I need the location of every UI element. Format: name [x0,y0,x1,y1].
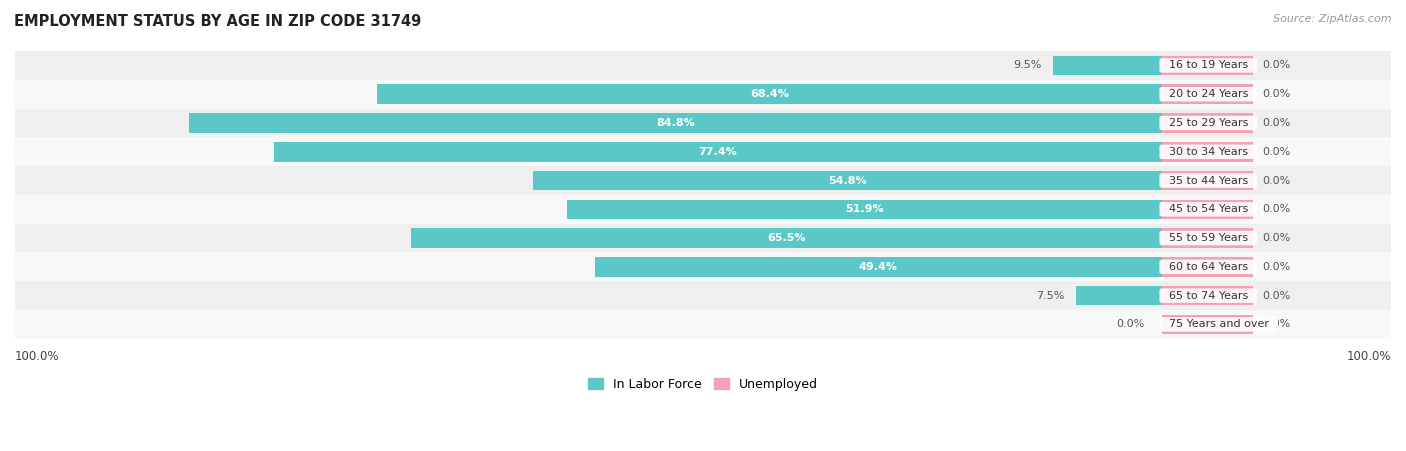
Bar [15,166,1391,195]
Bar [190,113,1161,133]
Bar [1161,286,1253,305]
Text: 45 to 54 Years: 45 to 54 Years [1161,204,1256,214]
Text: 65.5%: 65.5% [766,233,806,243]
Bar [15,310,1391,339]
Bar [1053,55,1161,75]
Bar [15,224,1391,253]
Text: 9.5%: 9.5% [1012,60,1042,70]
Text: 0.0%: 0.0% [1263,319,1291,329]
Text: 0.0%: 0.0% [1263,175,1291,185]
Text: 25 to 29 Years: 25 to 29 Years [1161,118,1256,128]
Text: 0.0%: 0.0% [1263,233,1291,243]
Bar [15,80,1391,109]
Bar [533,171,1161,190]
Text: 65 to 74 Years: 65 to 74 Years [1161,290,1256,301]
Bar [1161,171,1253,190]
Text: 60 to 64 Years: 60 to 64 Years [1161,262,1254,272]
Bar [15,281,1391,310]
Text: 49.4%: 49.4% [859,262,898,272]
Text: 84.8%: 84.8% [657,118,695,128]
Bar [1161,84,1253,104]
Text: Source: ZipAtlas.com: Source: ZipAtlas.com [1274,14,1392,23]
Bar [15,51,1391,80]
Text: 51.9%: 51.9% [845,204,883,214]
Bar [1161,315,1253,334]
Bar [15,138,1391,166]
Bar [274,142,1161,161]
Text: 75 Years and over: 75 Years and over [1161,319,1275,329]
Bar [567,199,1161,219]
Bar [15,109,1391,138]
Text: 100.0%: 100.0% [15,350,59,364]
Bar [1161,55,1253,75]
Bar [1161,199,1253,219]
Text: 0.0%: 0.0% [1263,118,1291,128]
Legend: In Labor Force, Unemployed: In Labor Force, Unemployed [583,373,823,396]
Bar [595,257,1161,276]
Bar [1161,228,1253,248]
Text: EMPLOYMENT STATUS BY AGE IN ZIP CODE 31749: EMPLOYMENT STATUS BY AGE IN ZIP CODE 317… [14,14,422,28]
Bar [1076,286,1161,305]
Text: 0.0%: 0.0% [1263,290,1291,301]
Bar [1161,142,1253,161]
Text: 20 to 24 Years: 20 to 24 Years [1161,89,1256,99]
Text: 0.0%: 0.0% [1263,204,1291,214]
Text: 7.5%: 7.5% [1036,290,1064,301]
Text: 77.4%: 77.4% [699,147,737,157]
Bar [15,253,1391,281]
Bar [15,195,1391,224]
Bar [1161,257,1253,276]
Text: 54.8%: 54.8% [828,175,866,185]
Text: 55 to 59 Years: 55 to 59 Years [1161,233,1254,243]
Text: 0.0%: 0.0% [1263,60,1291,70]
Text: 0.0%: 0.0% [1263,147,1291,157]
Bar [1161,113,1253,133]
Text: 0.0%: 0.0% [1263,262,1291,272]
Bar [411,228,1161,248]
Text: 100.0%: 100.0% [1347,350,1391,364]
Text: 0.0%: 0.0% [1263,89,1291,99]
Text: 35 to 44 Years: 35 to 44 Years [1161,175,1256,185]
Text: 16 to 19 Years: 16 to 19 Years [1161,60,1254,70]
Text: 0.0%: 0.0% [1116,319,1144,329]
Text: 30 to 34 Years: 30 to 34 Years [1161,147,1254,157]
Bar [377,84,1161,104]
Text: 68.4%: 68.4% [749,89,789,99]
